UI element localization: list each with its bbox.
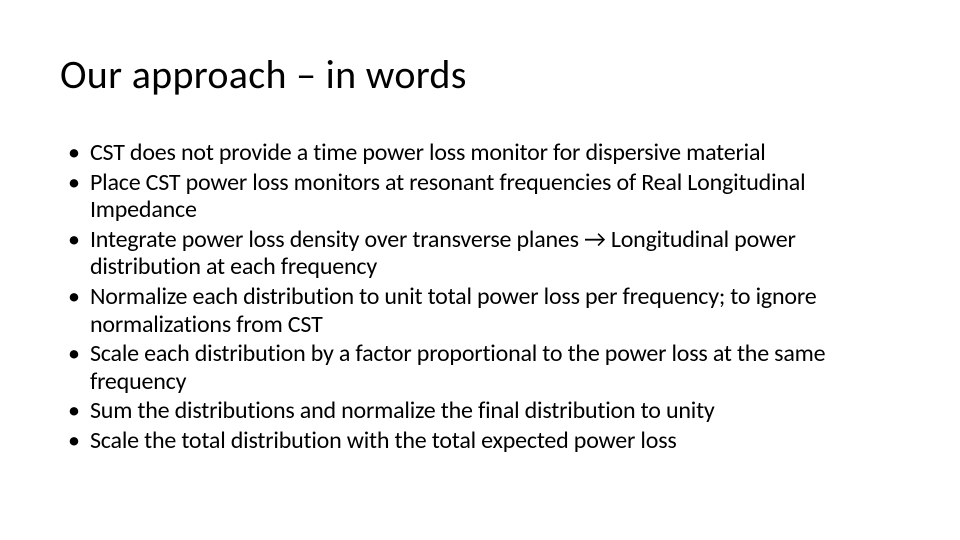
bullet-item: • Sum the distributions and normalize th…	[68, 397, 880, 425]
bullet-marker: •	[68, 139, 80, 167]
bullet-marker: •	[68, 397, 80, 425]
slide-title: Our approach – in words	[60, 50, 900, 99]
bullet-item: • Scale each distribution by a factor pr…	[68, 340, 880, 395]
bullet-marker: •	[68, 283, 80, 311]
bullet-item: • Integrate power loss density over tran…	[68, 226, 880, 281]
bullet-item: • Normalize each distribution to unit to…	[68, 283, 880, 338]
bullet-text: Scale the total distribution with the to…	[90, 427, 677, 455]
bullet-text: Integrate power loss density over transv…	[90, 226, 880, 281]
bullet-text: Scale each distribution by a factor prop…	[90, 340, 880, 395]
bullet-text: Place CST power loss monitors at resonan…	[90, 169, 880, 224]
bullet-text: Sum the distributions and normalize the …	[90, 397, 715, 425]
slide-container: Our approach – in words • CST does not p…	[0, 0, 960, 540]
bullet-item: • CST does not provide a time power loss…	[68, 139, 880, 167]
bullet-marker: •	[68, 340, 80, 368]
slide-content: • CST does not provide a time power loss…	[60, 139, 900, 455]
bullet-item: • Place CST power loss monitors at reson…	[68, 169, 880, 224]
bullet-marker: •	[68, 427, 80, 455]
bullet-marker: •	[68, 169, 80, 197]
bullet-marker: •	[68, 226, 80, 254]
bullet-text: CST does not provide a time power loss m…	[90, 139, 766, 167]
bullet-item: • Scale the total distribution with the …	[68, 427, 880, 455]
bullet-text: Normalize each distribution to unit tota…	[90, 283, 880, 338]
